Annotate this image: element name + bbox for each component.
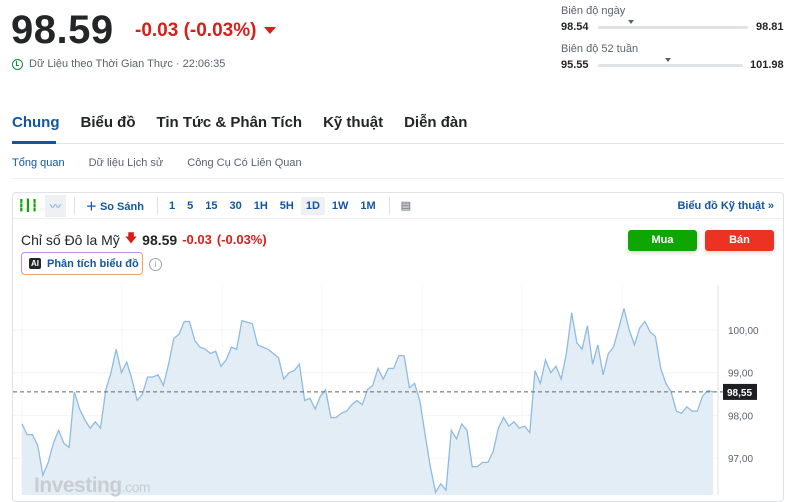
subtab-tools[interactable]: Công Cụ Có Liên Quan (187, 157, 302, 169)
interval-1d[interactable]: 1D (300, 196, 325, 215)
chart-change: -0.03 (182, 232, 212, 247)
toolbar-separator (156, 196, 158, 215)
day-range-bar (598, 26, 748, 29)
chart-price: 98.59 (142, 231, 178, 248)
interval-1m[interactable]: 1M (360, 199, 376, 212)
info-icon[interactable]: i (149, 258, 162, 271)
sell-button[interactable]: Bán (705, 230, 774, 251)
day-range-label: Biên độ ngày (561, 5, 626, 17)
subtab-divider (12, 178, 784, 179)
price-line (21, 308, 714, 495)
week52-range-low: 95.55 (561, 59, 589, 71)
y-tick-label: 99,00 (728, 369, 753, 380)
interval-1[interactable]: 1 (168, 199, 176, 212)
week52-range-marker (664, 58, 671, 62)
toolbar-separator (73, 196, 75, 215)
sub-tabs: Tổng quan Dữ liệu Lịch sử Công Cụ Có Liê… (12, 157, 302, 169)
tab-bieu-do[interactable]: Biểu đồ (80, 114, 136, 131)
chart-change-percent: (-0.03%) (216, 232, 267, 247)
y-tick-label: 98,00 (728, 411, 753, 422)
subtab-history[interactable]: Dữ liệu Lịch sử (88, 157, 164, 169)
day-range-marker (628, 20, 634, 24)
price-change: -0.03 (-0.03%) (135, 20, 277, 42)
price-chart[interactable]: 100,00 99,00 98,00 97,00 98,55 (13, 285, 783, 495)
y-tick-label: 100,00 (728, 326, 759, 337)
interval-30[interactable]: 30 (229, 199, 242, 212)
news-layout-icon[interactable]: ▤ (400, 200, 412, 212)
interval-1w[interactable]: 1W (331, 199, 349, 212)
down-arrow-icon: 🡇 (124, 231, 138, 245)
active-tab-underline (12, 141, 56, 144)
ai-analysis-button[interactable]: AI Phân tích biểu đồ (21, 252, 143, 275)
compare-button[interactable]: ＋ So Sánh (85, 200, 144, 213)
compare-label: So Sánh (99, 200, 144, 213)
technical-chart-link[interactable]: Biểu đồ Kỹ thuật » (677, 199, 774, 212)
ai-icon: AI (29, 258, 41, 269)
tab-tin-tuc[interactable]: Tin Tức & Phân Tích (156, 114, 303, 131)
down-arrow-icon (264, 27, 277, 35)
last-price-badge (723, 383, 757, 400)
price: 98.59 (11, 8, 114, 52)
last-price-label: 98,55 (727, 388, 752, 399)
clock-icon (12, 58, 23, 70)
area-fill (22, 308, 713, 495)
interval-1h[interactable]: 1H (253, 199, 268, 212)
day-range-low: 98.54 (561, 21, 589, 33)
ai-analysis-label: Phân tích biểu đồ (47, 257, 139, 270)
interval-15[interactable]: 15 (205, 199, 218, 212)
subtab-overview[interactable]: Tổng quan (12, 157, 65, 169)
tab-dien-dan[interactable]: Diễn đàn (404, 114, 468, 131)
week52-range-high: 101.98 (750, 59, 784, 71)
toolbar-separator (388, 196, 390, 215)
buy-button[interactable]: Mua (628, 230, 697, 251)
interval-5[interactable]: 5 (187, 199, 194, 212)
week52-range-label: Biên độ 52 tuần (561, 43, 639, 55)
tab-chung[interactable]: Chung (12, 114, 60, 131)
main-tabs: Chung Biểu đồ Tin Tức & Phân Tích Kỹ thu… (12, 114, 467, 131)
chart-title: Chỉ số Đô la Mỹ 🡇 98.59 -0.03 (-0.03%) (21, 229, 267, 250)
y-tick-label: 97,00 (728, 454, 753, 465)
day-range-high: 98.81 (756, 21, 784, 33)
tab-ky-thuat[interactable]: Kỹ thuật (323, 114, 384, 131)
investing-logo: Investing.com (34, 474, 151, 497)
candlestick-icon[interactable]: ┇┃┇ (18, 200, 38, 212)
interval-5h[interactable]: 5H (279, 199, 294, 212)
realtime-label: Dữ Liệu theo Thời Gian Thực · 22:06:35 (29, 58, 226, 70)
change-value: -0.03 (-0.03%) (135, 20, 257, 41)
week52-range-bar (598, 64, 743, 67)
instrument-name: Chỉ số Đô la Mỹ (21, 231, 120, 248)
area-chart-icon[interactable]: 〰 (44, 194, 66, 217)
chart-toolbar: ┇┃┇ 〰 ＋ So Sánh 1 5 15 30 1H 5H 1D 1W 1M… (13, 193, 783, 219)
realtime-status: Dữ Liệu theo Thời Gian Thực · 22:06:35 (12, 58, 225, 70)
tab-divider (12, 143, 784, 144)
